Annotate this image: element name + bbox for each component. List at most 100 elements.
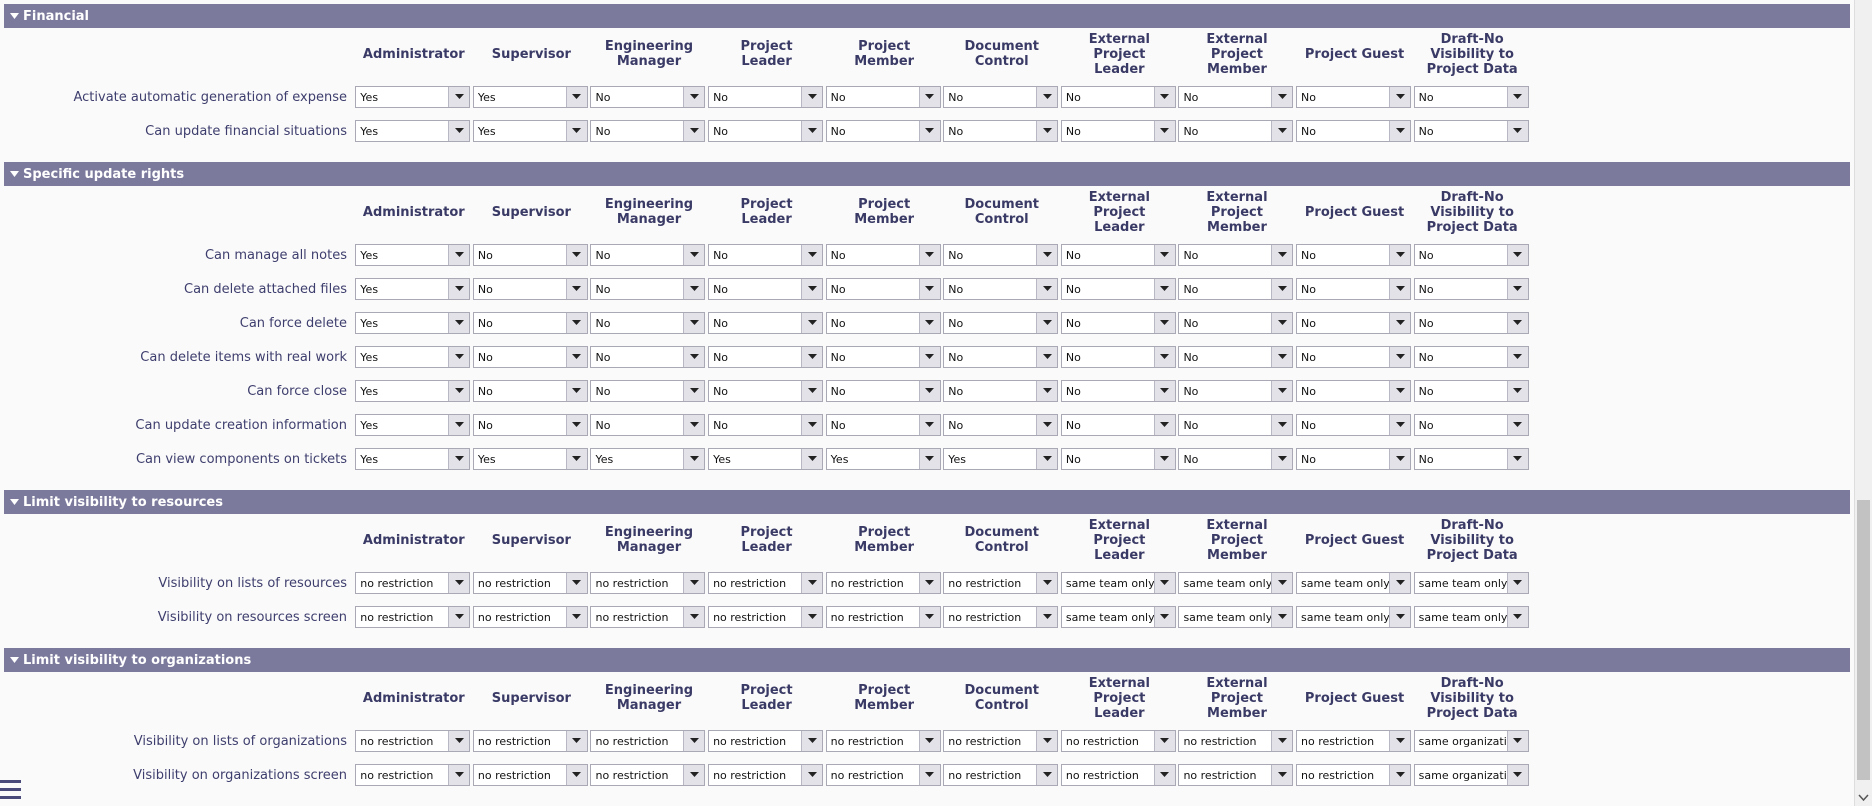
dropdown[interactable]: Yes bbox=[825, 448, 941, 470]
dropdown[interactable]: Yes bbox=[355, 380, 471, 402]
dropdown-arrow[interactable] bbox=[1506, 765, 1528, 785]
dropdown[interactable]: same team only bbox=[1178, 572, 1294, 594]
dropdown-arrow[interactable] bbox=[1271, 573, 1293, 593]
dropdown-arrow[interactable] bbox=[1271, 347, 1293, 367]
dropdown[interactable]: Yes bbox=[355, 448, 471, 470]
dropdown[interactable]: No bbox=[1178, 86, 1294, 108]
dropdown-arrow[interactable] bbox=[1153, 765, 1175, 785]
dropdown[interactable]: No bbox=[1060, 312, 1176, 334]
dropdown[interactable]: No bbox=[590, 346, 706, 368]
dropdown-arrow[interactable] bbox=[1389, 87, 1411, 107]
dropdown[interactable]: No bbox=[943, 414, 1059, 436]
dropdown-arrow[interactable] bbox=[1506, 415, 1528, 435]
dropdown[interactable]: no restriction bbox=[825, 606, 941, 628]
dropdown-arrow[interactable] bbox=[1271, 381, 1293, 401]
dropdown-arrow[interactable] bbox=[1271, 415, 1293, 435]
dropdown-arrow[interactable] bbox=[448, 765, 470, 785]
dropdown[interactable]: Yes bbox=[708, 448, 824, 470]
dropdown-arrow[interactable] bbox=[1036, 765, 1058, 785]
dropdown[interactable]: same team only bbox=[1296, 572, 1412, 594]
dropdown[interactable]: no restriction bbox=[1178, 764, 1294, 786]
dropdown[interactable]: no restriction bbox=[708, 730, 824, 752]
dropdown[interactable]: No bbox=[708, 86, 824, 108]
dropdown[interactable]: No bbox=[472, 244, 588, 266]
dropdown-arrow[interactable] bbox=[1506, 347, 1528, 367]
dropdown-arrow[interactable] bbox=[1506, 245, 1528, 265]
dropdown[interactable]: No bbox=[590, 120, 706, 142]
dropdown-arrow[interactable] bbox=[1153, 731, 1175, 751]
dropdown[interactable]: no restriction bbox=[1060, 730, 1176, 752]
dropdown-arrow[interactable] bbox=[1506, 607, 1528, 627]
dropdown-arrow[interactable] bbox=[1271, 87, 1293, 107]
section-header[interactable]: Limit visibility to organizations bbox=[4, 648, 1850, 672]
dropdown-arrow[interactable] bbox=[448, 381, 470, 401]
dropdown[interactable]: No bbox=[1413, 380, 1529, 402]
dropdown-arrow[interactable] bbox=[565, 381, 587, 401]
dropdown-arrow[interactable] bbox=[801, 381, 823, 401]
dropdown-arrow[interactable] bbox=[1506, 731, 1528, 751]
dropdown-arrow[interactable] bbox=[683, 347, 705, 367]
dropdown-arrow[interactable] bbox=[683, 449, 705, 469]
dropdown-arrow[interactable] bbox=[1271, 765, 1293, 785]
dropdown[interactable]: No bbox=[708, 380, 824, 402]
dropdown[interactable]: No bbox=[943, 346, 1059, 368]
dropdown[interactable]: No bbox=[943, 120, 1059, 142]
dropdown[interactable]: Yes bbox=[355, 244, 471, 266]
dropdown-arrow[interactable] bbox=[918, 313, 940, 333]
dropdown-arrow[interactable] bbox=[1506, 87, 1528, 107]
dropdown-arrow[interactable] bbox=[1389, 347, 1411, 367]
dropdown-arrow[interactable] bbox=[1036, 279, 1058, 299]
dropdown[interactable]: No bbox=[1060, 244, 1176, 266]
dropdown[interactable]: same team only bbox=[1060, 606, 1176, 628]
dropdown-arrow[interactable] bbox=[565, 731, 587, 751]
dropdown[interactable]: no restriction bbox=[943, 730, 1059, 752]
dropdown-arrow[interactable] bbox=[918, 449, 940, 469]
dropdown-arrow[interactable] bbox=[1271, 313, 1293, 333]
dropdown[interactable]: No bbox=[825, 278, 941, 300]
dropdown[interactable]: same organization bbox=[1413, 764, 1529, 786]
dropdown-arrow[interactable] bbox=[801, 279, 823, 299]
dropdown-arrow[interactable] bbox=[683, 573, 705, 593]
dropdown[interactable]: No bbox=[1296, 346, 1412, 368]
dropdown-arrow[interactable] bbox=[1153, 381, 1175, 401]
dropdown-arrow[interactable] bbox=[565, 313, 587, 333]
dropdown-arrow[interactable] bbox=[1036, 381, 1058, 401]
dropdown[interactable]: Yes bbox=[355, 414, 471, 436]
dropdown[interactable]: No bbox=[1413, 346, 1529, 368]
dropdown-arrow[interactable] bbox=[683, 765, 705, 785]
dropdown-arrow[interactable] bbox=[448, 347, 470, 367]
dropdown-arrow[interactable] bbox=[1506, 121, 1528, 141]
dropdown[interactable]: Yes bbox=[355, 278, 471, 300]
dropdown[interactable]: no restriction bbox=[590, 730, 706, 752]
dropdown-arrow[interactable] bbox=[565, 279, 587, 299]
dropdown[interactable]: no restriction bbox=[1296, 730, 1412, 752]
dropdown[interactable]: no restriction bbox=[825, 764, 941, 786]
dropdown-arrow[interactable] bbox=[1153, 607, 1175, 627]
dropdown-arrow[interactable] bbox=[683, 607, 705, 627]
dropdown[interactable]: No bbox=[590, 414, 706, 436]
dropdown-arrow[interactable] bbox=[1389, 449, 1411, 469]
dropdown[interactable]: Yes bbox=[355, 86, 471, 108]
section-header[interactable]: Limit visibility to resources bbox=[4, 490, 1850, 514]
dropdown[interactable]: no restriction bbox=[472, 572, 588, 594]
dropdown-arrow[interactable] bbox=[1036, 731, 1058, 751]
dropdown-arrow[interactable] bbox=[801, 87, 823, 107]
dropdown[interactable]: same team only bbox=[1296, 606, 1412, 628]
dropdown-arrow[interactable] bbox=[1271, 449, 1293, 469]
dropdown[interactable]: same team only bbox=[1178, 606, 1294, 628]
dropdown-arrow[interactable] bbox=[1389, 415, 1411, 435]
dropdown-arrow[interactable] bbox=[448, 313, 470, 333]
dropdown[interactable]: No bbox=[1060, 86, 1176, 108]
dropdown[interactable]: No bbox=[1060, 380, 1176, 402]
dropdown[interactable]: no restriction bbox=[1296, 764, 1412, 786]
dropdown[interactable]: No bbox=[1296, 312, 1412, 334]
dropdown[interactable]: No bbox=[590, 380, 706, 402]
dropdown[interactable]: No bbox=[472, 312, 588, 334]
dropdown-arrow[interactable] bbox=[1389, 573, 1411, 593]
dropdown-arrow[interactable] bbox=[565, 449, 587, 469]
dropdown-arrow[interactable] bbox=[918, 381, 940, 401]
dropdown[interactable]: Yes bbox=[355, 120, 471, 142]
scrollbar[interactable] bbox=[1854, 0, 1872, 806]
dropdown[interactable]: Yes bbox=[590, 448, 706, 470]
dropdown-arrow[interactable] bbox=[683, 279, 705, 299]
